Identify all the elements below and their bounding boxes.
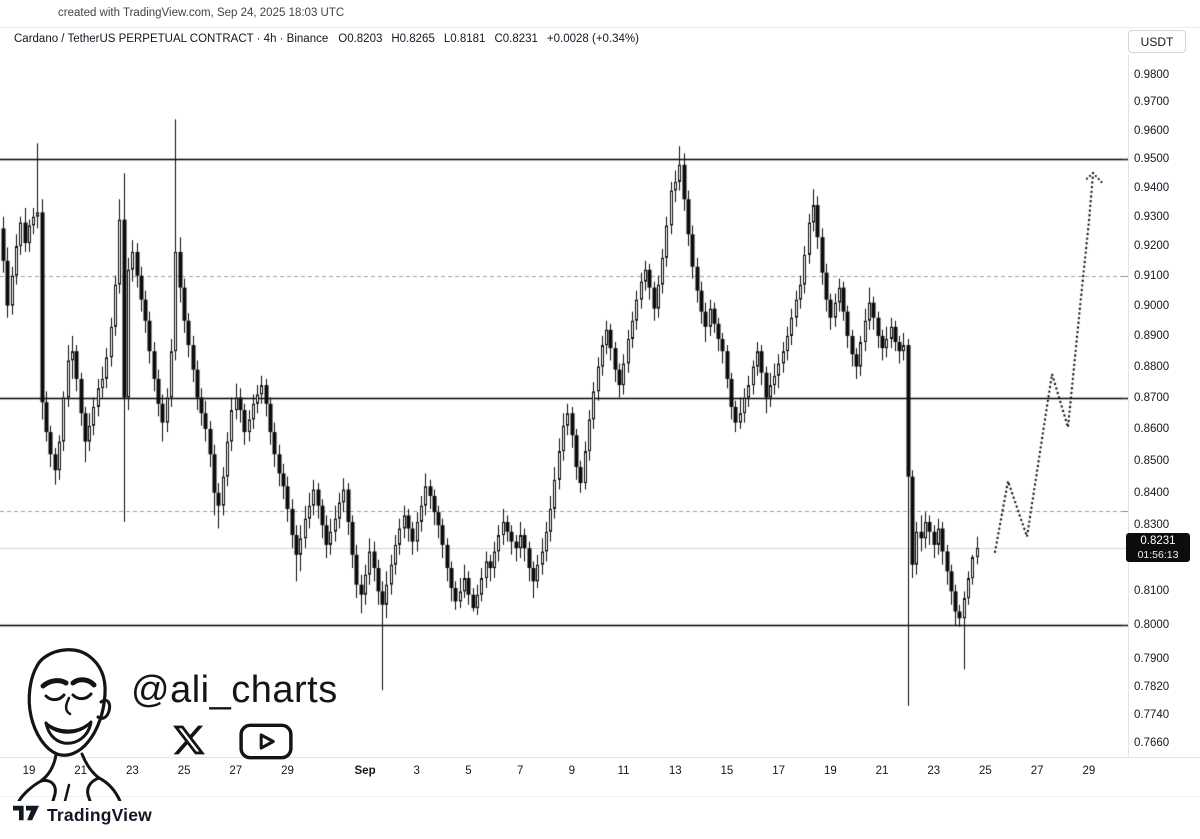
price-label: 0.8800 [1134,360,1170,373]
time-label: 25 [979,765,992,777]
last-price-value: 0.8231 [1140,535,1176,547]
price-label: 0.7900 [1134,653,1170,666]
price-label: 0.9100 [1134,269,1170,282]
watermark-handle: @ali_charts [131,669,338,711]
symbol-title: Cardano / TetherUS PERPETUAL CONTRACT · … [14,33,329,45]
bar-countdown: 01:56:13 [1137,549,1179,561]
time-label: 25 [177,765,191,777]
price-label: 0.9000 [1134,299,1170,312]
time-label: 11 [617,765,630,777]
last-price-box: 0.8231 01:56:13 [1126,533,1190,562]
time-label: 9 [568,765,576,777]
time-label: 7 [516,765,524,777]
price-label: 0.9500 [1134,153,1170,165]
price-label: 0.9700 [1134,96,1170,109]
time-label: 17 [772,765,786,777]
top-divider [0,27,1200,28]
price-label: 0.9800 [1134,68,1170,81]
price-tick [1122,398,1128,399]
time-label: 21 [74,765,88,777]
time-label: 15 [720,765,734,777]
ohlc-value: +0.0028 (+0.34%) [546,33,639,45]
time-axis[interactable]: 19 21 23 25 27 29 Sep 3 5 7 9 11 13 15 17 19 21 23 25 27 29 [0,762,1128,782]
time-label: 19 [22,765,36,777]
x-twitter-icon [172,724,206,761]
ohlc-value: L0.8181 [443,33,486,45]
footer-bar: TradingView [0,796,1200,839]
price-axis[interactable]: 0.9800 0.9700 0.9600 0.9500 0.9400 0.9300 0.92… [1122,0,1200,800]
time-label: 23 [125,765,139,777]
time-label: 29 [281,765,294,777]
price-tick [1122,159,1128,160]
price-tick [1122,511,1128,512]
time-axis-divider [0,757,1200,758]
price-label: 0.7660 [1134,736,1170,749]
time-label: Sep [354,765,376,777]
price-label: 0.8000 [1134,619,1170,632]
price-label: 0.8300 [1134,519,1170,532]
price-label: 0.8400 [1134,486,1170,499]
currency-button[interactable]: USDT [1128,30,1186,53]
symbol-legend: Cardano / TetherUS PERPETUAL CONTRACT · … [14,33,648,45]
price-label: 0.9200 [1134,240,1170,253]
price-label: 0.7820 [1134,680,1170,693]
price-label: 0.9600 [1134,124,1170,137]
tradingview-logo-icon[interactable] [13,804,40,827]
price-label: 0.8900 [1134,329,1170,342]
price-label: 0.9400 [1134,181,1170,194]
tradingview-brand-text[interactable]: TradingView [47,805,152,825]
price-label: 0.8600 [1134,422,1170,435]
price-tick [1122,276,1128,277]
ohlc-value: C0.8231 [494,33,538,45]
price-axis-divider [1128,55,1129,757]
ohlc-values: O0.8203 H0.8265 L0.8181 C0.8231 +0.0028 (+0.… [338,33,648,45]
time-label: 29 [1082,765,1096,777]
time-label: 5 [465,765,472,777]
price-label: 0.9300 [1134,210,1170,223]
ohlc-value: O0.8203 [338,33,383,45]
price-tick [1122,625,1128,626]
time-label: 27 [1030,765,1044,777]
youtube-icon [239,723,293,765]
time-label: 19 [823,765,837,777]
time-label: 27 [229,765,243,777]
face-sketch-drawing [12,645,124,806]
price-label: 0.8100 [1134,585,1170,598]
price-label: 0.8700 [1134,391,1170,404]
attribution-text: created with TradingView.com, Sep 24, 20… [58,7,345,19]
currency-label: USDT [1140,34,1174,49]
time-label: 13 [668,765,682,777]
time-label: 23 [927,765,941,777]
ohlc-value: H0.8265 [391,33,435,45]
time-label: 21 [875,765,889,777]
price-label: 0.8500 [1134,454,1170,467]
price-label: 0.7740 [1134,708,1170,721]
time-label: 3 [413,765,420,777]
chart-pane[interactable] [0,55,1128,757]
